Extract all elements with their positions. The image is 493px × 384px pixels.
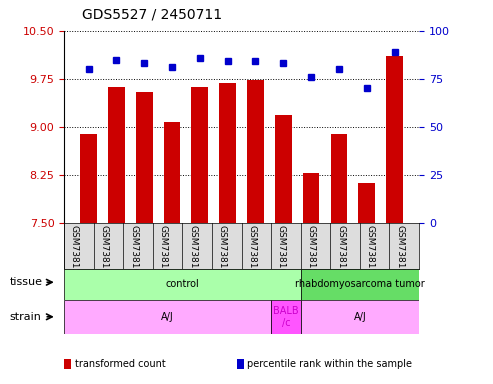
Bar: [80, 134, 97, 223]
Bar: [247, 80, 264, 223]
Text: strain: strain: [10, 312, 42, 322]
Text: A/J: A/J: [353, 312, 366, 322]
Bar: [275, 115, 292, 223]
Bar: [164, 122, 180, 223]
Text: GSM738155: GSM738155: [307, 225, 316, 280]
FancyBboxPatch shape: [64, 300, 271, 334]
Text: GSM738159: GSM738159: [395, 225, 404, 280]
Text: GSM738162: GSM738162: [159, 225, 168, 280]
Text: rhabdomyosarcoma tumor: rhabdomyosarcoma tumor: [295, 279, 425, 289]
Text: GSM738157: GSM738157: [336, 225, 345, 280]
Text: GSM738163: GSM738163: [277, 225, 286, 280]
FancyBboxPatch shape: [301, 269, 419, 300]
Bar: [386, 56, 403, 223]
Text: GSM738165: GSM738165: [218, 225, 227, 280]
Bar: [219, 83, 236, 223]
Text: GSM738164: GSM738164: [188, 225, 197, 280]
FancyBboxPatch shape: [271, 300, 301, 334]
Bar: [108, 87, 125, 223]
Text: GDS5527 / 2450711: GDS5527 / 2450711: [82, 8, 222, 22]
Text: GSM738160: GSM738160: [100, 225, 108, 280]
Text: percentile rank within the sample: percentile rank within the sample: [247, 359, 413, 369]
Text: A/J: A/J: [161, 312, 174, 322]
Bar: [331, 134, 347, 223]
Text: GSM738158: GSM738158: [366, 225, 375, 280]
Bar: [191, 87, 208, 223]
Bar: [303, 173, 319, 223]
Bar: [136, 91, 152, 223]
Text: BALB
/c: BALB /c: [273, 306, 299, 328]
Text: GSM738161: GSM738161: [129, 225, 138, 280]
Text: GSM738156: GSM738156: [70, 225, 79, 280]
Text: GSM738166: GSM738166: [247, 225, 256, 280]
Text: control: control: [166, 279, 199, 289]
FancyBboxPatch shape: [64, 269, 301, 300]
FancyBboxPatch shape: [301, 300, 419, 334]
Text: transformed count: transformed count: [75, 359, 166, 369]
Bar: [358, 183, 375, 223]
Text: tissue: tissue: [10, 277, 43, 287]
